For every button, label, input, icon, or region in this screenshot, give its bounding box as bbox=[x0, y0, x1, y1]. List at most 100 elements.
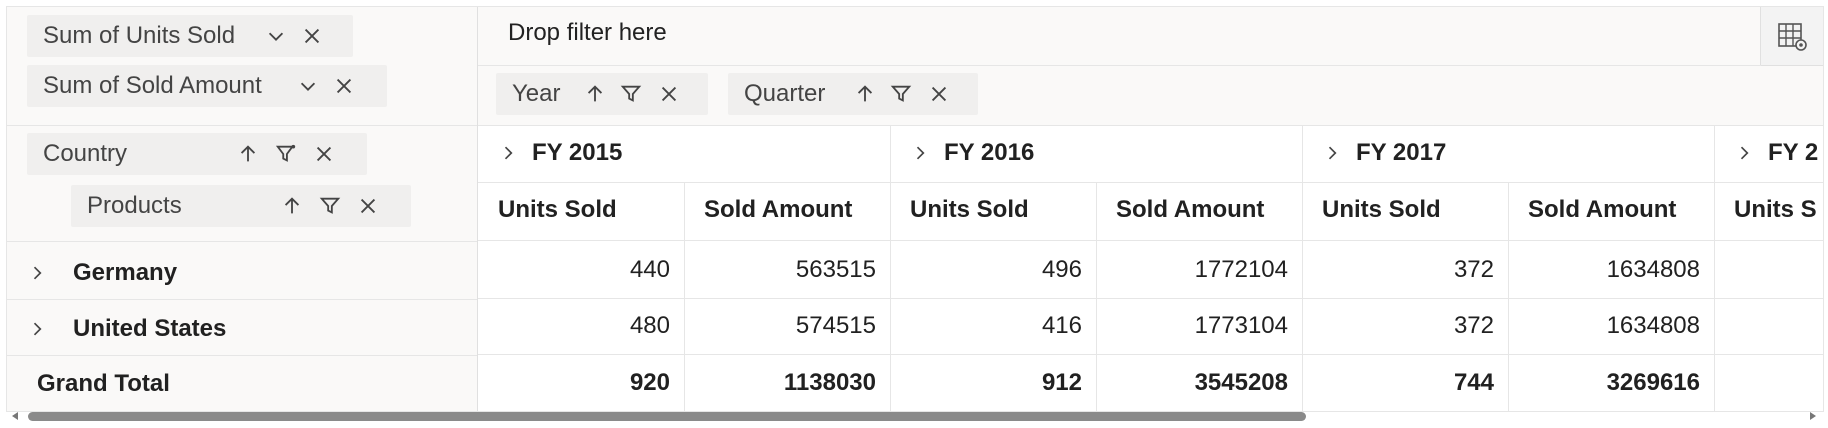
divider bbox=[478, 240, 1823, 241]
scroll-right-icon[interactable] bbox=[1808, 411, 1818, 421]
value-cell: 440 bbox=[629, 256, 670, 283]
measure-header[interactable]: Sold Amount bbox=[1116, 196, 1265, 223]
pivot-table: Sum of Units Sold Sum of Sold Amount Cou… bbox=[6, 6, 1824, 412]
measure-header[interactable]: Sold Amount bbox=[1528, 196, 1677, 223]
divider bbox=[1508, 182, 1509, 411]
row-header-germany[interactable]: Germany bbox=[27, 247, 177, 299]
divider bbox=[1714, 126, 1715, 411]
divider bbox=[478, 182, 1823, 183]
measure-header[interactable]: Sold Amount bbox=[704, 196, 853, 223]
scroll-left-icon[interactable] bbox=[10, 411, 20, 421]
field-list-panel: Sum of Units Sold Sum of Sold Amount Cou… bbox=[7, 7, 478, 411]
chevron-right-icon[interactable] bbox=[1322, 143, 1342, 163]
measure-header[interactable]: Units S bbox=[1734, 196, 1817, 223]
grand-total-cell: 3545208 bbox=[1194, 369, 1288, 396]
chevron-down-icon[interactable] bbox=[293, 65, 323, 107]
close-icon[interactable] bbox=[329, 65, 359, 107]
chevron-right-icon[interactable] bbox=[27, 319, 57, 339]
grand-total-cell: 1138030 bbox=[783, 369, 876, 396]
row-header-grand-total: Grand Total bbox=[37, 359, 170, 409]
year-header-2017[interactable]: FY 2017 bbox=[1322, 126, 1712, 180]
filter-drop-zone[interactable]: Drop filter here bbox=[508, 19, 667, 46]
filter-icon[interactable] bbox=[271, 133, 301, 175]
close-icon[interactable] bbox=[297, 15, 327, 57]
row-label: United States bbox=[73, 315, 227, 342]
divider bbox=[7, 241, 477, 242]
grand-total-cell: 3269616 bbox=[1606, 369, 1700, 396]
filter-icon[interactable] bbox=[616, 73, 646, 115]
row-chip-label: Products bbox=[87, 192, 182, 219]
close-icon[interactable] bbox=[353, 185, 383, 227]
chevron-down-icon[interactable] bbox=[261, 15, 291, 57]
filter-and-columns-area: Drop filter here Year Quarter bbox=[478, 7, 1823, 125]
filter-icon[interactable] bbox=[315, 185, 345, 227]
year-header-2016[interactable]: FY 2016 bbox=[910, 126, 1300, 180]
divider bbox=[478, 125, 1823, 126]
value-chip-label: Sum of Units Sold bbox=[43, 22, 236, 49]
value-cell: 480 bbox=[629, 312, 670, 339]
divider bbox=[478, 298, 1823, 299]
column-chip-year[interactable]: Year bbox=[496, 73, 708, 115]
divider bbox=[684, 182, 685, 411]
sort-ascending-icon[interactable] bbox=[580, 73, 610, 115]
column-chip-label: Year bbox=[512, 80, 561, 107]
value-cell: 416 bbox=[1041, 312, 1082, 339]
measure-header[interactable]: Units Sold bbox=[910, 196, 1029, 223]
value-cell: 372 bbox=[1453, 256, 1494, 283]
close-icon[interactable] bbox=[654, 73, 684, 115]
close-icon[interactable] bbox=[309, 133, 339, 175]
divider bbox=[7, 355, 477, 356]
row-label: Grand Total bbox=[37, 370, 170, 397]
value-cell: 574515 bbox=[795, 312, 876, 339]
column-chip-quarter[interactable]: Quarter bbox=[728, 73, 978, 115]
filter-icon[interactable] bbox=[886, 73, 916, 115]
column-chip-label: Quarter bbox=[744, 80, 826, 107]
chevron-right-icon[interactable] bbox=[910, 143, 930, 163]
grid-settings-button[interactable] bbox=[1760, 7, 1823, 66]
divider bbox=[1096, 182, 1097, 411]
value-chip-label: Sum of Sold Amount bbox=[43, 72, 262, 99]
value-cell: 1772104 bbox=[1194, 256, 1288, 283]
year-label: FY 2016 bbox=[944, 139, 1035, 166]
measure-header[interactable]: Units Sold bbox=[1322, 196, 1441, 223]
divider bbox=[890, 126, 891, 411]
table-settings-icon bbox=[1778, 23, 1807, 51]
chevron-right-icon[interactable] bbox=[498, 143, 518, 163]
value-cell: 563515 bbox=[795, 256, 876, 283]
value-cell: 1634808 bbox=[1606, 312, 1700, 339]
year-label: FY 2017 bbox=[1356, 139, 1447, 166]
sort-ascending-icon[interactable] bbox=[850, 73, 880, 115]
row-chip-label: Country bbox=[43, 140, 128, 167]
close-icon[interactable] bbox=[924, 73, 954, 115]
value-cell: 1773104 bbox=[1194, 312, 1288, 339]
grand-total-cell: 744 bbox=[1453, 369, 1494, 396]
value-cell: 372 bbox=[1453, 312, 1494, 339]
values-grid: FY 2015 FY 2016 FY 2017 FY 2 Units Sold … bbox=[478, 126, 1823, 411]
divider bbox=[478, 65, 1761, 66]
grand-total-cell: 912 bbox=[1041, 369, 1082, 396]
scrollbar-thumb[interactable] bbox=[28, 412, 1306, 421]
row-chip-products[interactable]: Products bbox=[71, 185, 411, 227]
year-label: FY 2 bbox=[1768, 139, 1819, 166]
divider bbox=[1302, 126, 1303, 411]
horizontal-scrollbar[interactable] bbox=[6, 410, 1822, 422]
divider bbox=[478, 354, 1823, 355]
sort-ascending-icon[interactable] bbox=[233, 133, 263, 175]
value-chip-sold-amount[interactable]: Sum of Sold Amount bbox=[27, 65, 387, 107]
value-cell: 1634808 bbox=[1606, 256, 1700, 283]
row-header-united-states[interactable]: United States bbox=[27, 303, 226, 355]
sort-ascending-icon[interactable] bbox=[277, 185, 307, 227]
divider bbox=[7, 299, 477, 300]
year-header-partial[interactable]: FY 2 bbox=[1734, 126, 1823, 180]
year-label: FY 2015 bbox=[532, 139, 623, 166]
value-chip-units-sold[interactable]: Sum of Units Sold bbox=[27, 15, 353, 57]
row-chip-country[interactable]: Country bbox=[27, 133, 367, 175]
chevron-right-icon[interactable] bbox=[1734, 143, 1754, 163]
value-cell: 496 bbox=[1041, 256, 1082, 283]
chevron-right-icon[interactable] bbox=[27, 263, 57, 283]
divider bbox=[7, 125, 477, 126]
row-label: Germany bbox=[73, 259, 178, 286]
measure-header[interactable]: Units Sold bbox=[498, 196, 617, 223]
year-header-2015[interactable]: FY 2015 bbox=[498, 126, 888, 180]
grand-total-cell: 920 bbox=[629, 369, 670, 396]
